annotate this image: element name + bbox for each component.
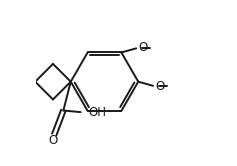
Text: O: O bbox=[138, 41, 147, 54]
Text: O: O bbox=[155, 80, 164, 93]
Text: OH: OH bbox=[88, 106, 106, 119]
Text: O: O bbox=[48, 134, 58, 147]
